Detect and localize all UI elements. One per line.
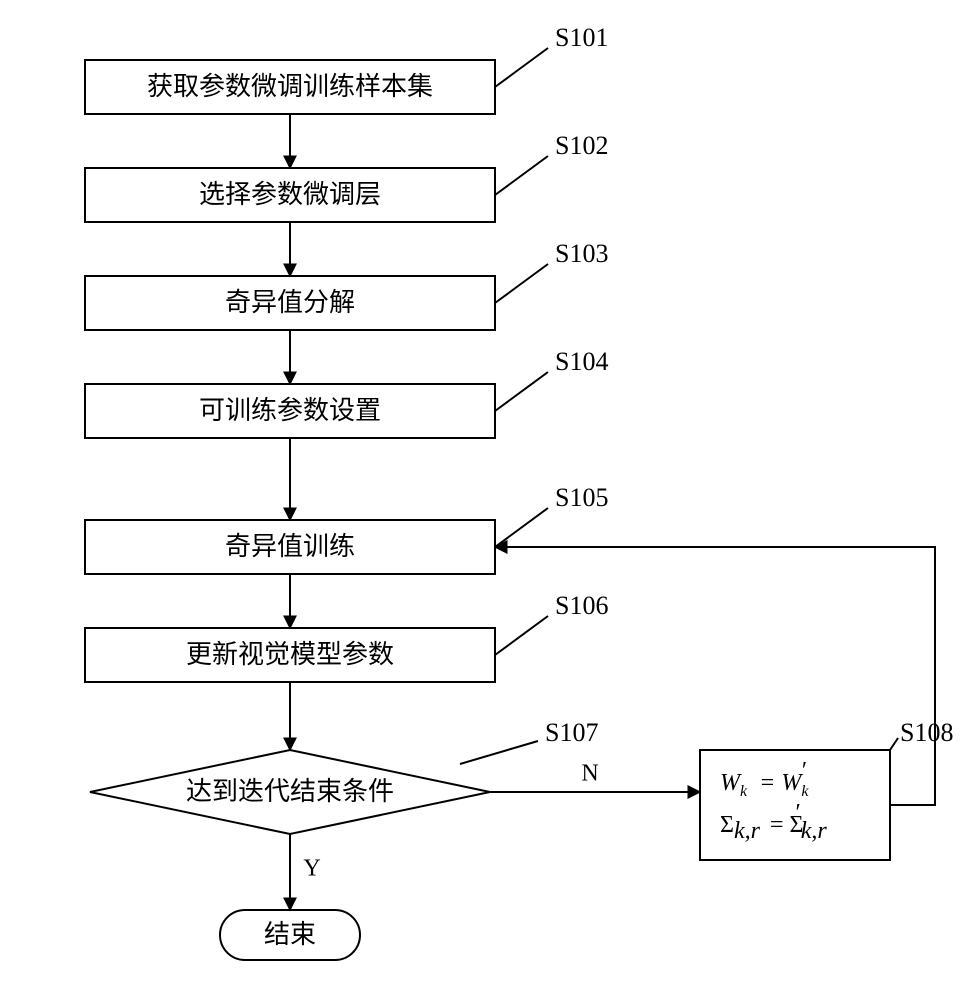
tag-s105: S105	[495, 483, 608, 547]
tag-s101: S101	[495, 23, 608, 87]
node-s106-label: 更新视觉模型参数	[186, 640, 394, 669]
node-s101: 获取参数微调训练样本集	[85, 60, 495, 114]
tag-s104: S104	[495, 347, 608, 411]
node-s106: 更新视觉模型参数	[85, 628, 495, 682]
node-end-label: 结束	[264, 920, 316, 949]
node-s102: 选择参数微调层	[85, 168, 495, 222]
tag-s102: S102	[495, 131, 608, 195]
svg-text:S103: S103	[555, 239, 608, 268]
edge-s107-s108: N	[490, 761, 700, 793]
node-s107: 达到迭代结束条件	[90, 750, 490, 834]
node-s102-label: 选择参数微调层	[199, 180, 381, 209]
svg-text:S102: S102	[555, 131, 608, 160]
svg-text:S106: S106	[555, 591, 608, 620]
node-s108: Wk = Wk′ Σk,r = Σ′k,r	[700, 750, 890, 860]
node-s105: 奇异值训练	[85, 520, 495, 574]
node-s103: 奇异值分解	[85, 276, 495, 330]
branch-label-no: N	[581, 761, 598, 787]
svg-text:S104: S104	[555, 347, 608, 376]
node-s104-label: 可训练参数设置	[199, 396, 381, 425]
node-s104: 可训练参数设置	[85, 384, 495, 438]
node-end: 结束	[220, 910, 360, 960]
node-s107-label: 达到迭代结束条件	[186, 777, 394, 806]
node-s105-label: 奇异值训练	[225, 532, 355, 561]
branch-label-yes: Y	[303, 856, 320, 882]
svg-text:S107: S107	[545, 718, 598, 747]
tag-s107: S107	[460, 718, 598, 764]
tag-s103: S103	[495, 239, 608, 303]
edge-s107-end: Y	[290, 834, 321, 910]
tag-s108: S108	[890, 718, 953, 750]
node-s101-label: 获取参数微调训练样本集	[147, 72, 433, 101]
svg-text:S108: S108	[900, 718, 953, 747]
svg-text:S105: S105	[555, 483, 608, 512]
node-s103-label: 奇异值分解	[225, 288, 355, 317]
tag-s106: S106	[495, 591, 608, 655]
svg-text:S101: S101	[555, 23, 608, 52]
